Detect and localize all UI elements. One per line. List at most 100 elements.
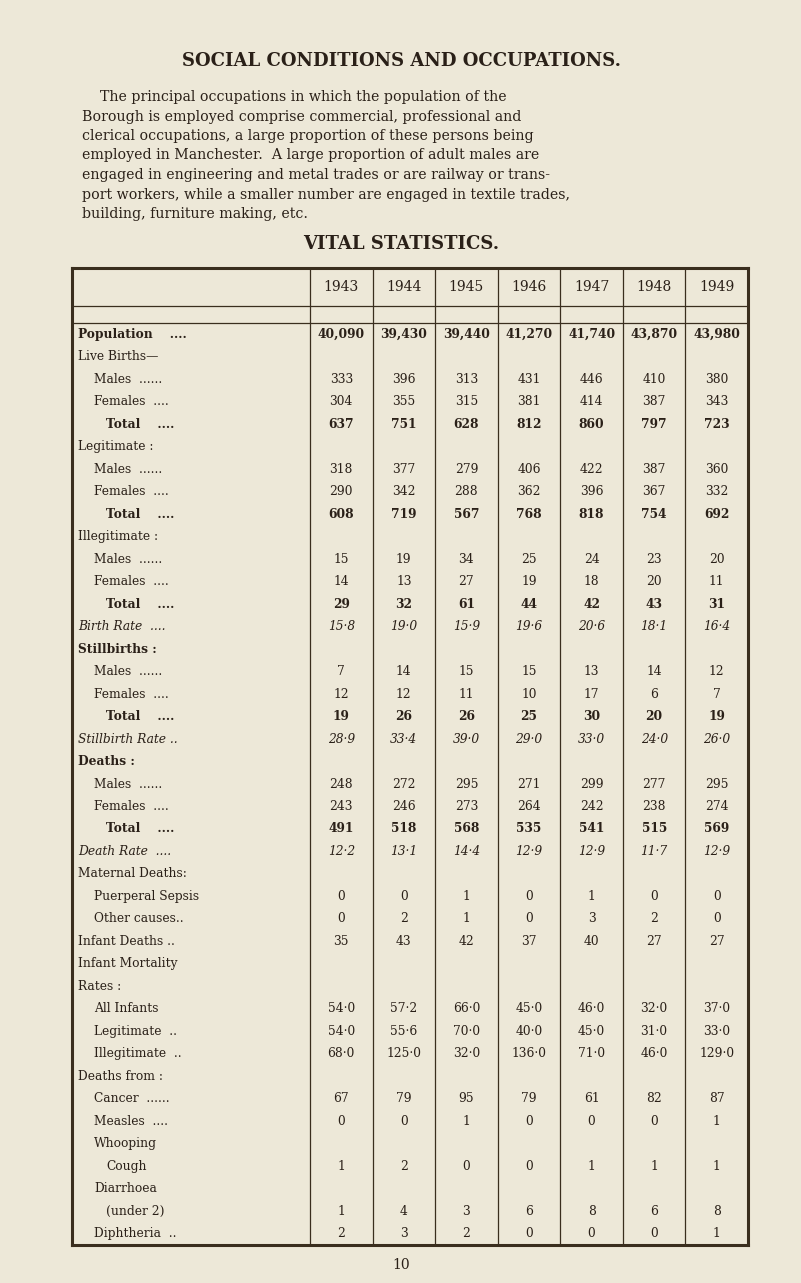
Text: 1948: 1948 [637, 280, 672, 294]
Text: Illegitimate :: Illegitimate : [78, 530, 158, 543]
Text: 16·4: 16·4 [703, 620, 731, 633]
Text: 129·0: 129·0 [699, 1047, 735, 1060]
Text: Rates :: Rates : [78, 980, 121, 993]
Text: 535: 535 [517, 822, 541, 835]
Text: Stillbirths :: Stillbirths : [78, 643, 157, 656]
Text: clerical occupations, a large proportion of these persons being: clerical occupations, a large proportion… [82, 130, 533, 142]
Text: 6: 6 [650, 1205, 658, 1218]
Text: 1: 1 [337, 1160, 345, 1173]
Text: 860: 860 [579, 418, 605, 431]
Text: 719: 719 [391, 508, 417, 521]
Text: 35: 35 [333, 935, 349, 948]
Text: 26·0: 26·0 [703, 733, 731, 745]
Text: The principal occupations in which the population of the: The principal occupations in which the p… [82, 90, 506, 104]
Text: port workers, while a smaller number are engaged in textile trades,: port workers, while a smaller number are… [82, 187, 570, 201]
Text: 387: 387 [642, 463, 666, 476]
Text: 342: 342 [392, 485, 416, 498]
Text: 34: 34 [459, 553, 474, 566]
Text: 12·9: 12·9 [515, 845, 542, 858]
Text: 1: 1 [462, 1115, 470, 1128]
Text: 11·7: 11·7 [641, 845, 668, 858]
Text: Total    ....: Total .... [106, 709, 175, 724]
Text: 243: 243 [329, 801, 353, 813]
Text: 1: 1 [588, 890, 595, 903]
Text: 422: 422 [580, 463, 603, 476]
Text: 31·0: 31·0 [641, 1025, 668, 1038]
Text: 29·0: 29·0 [515, 733, 542, 745]
Text: 42: 42 [458, 935, 474, 948]
Text: 290: 290 [329, 485, 353, 498]
Text: 7: 7 [713, 688, 721, 701]
Text: 68·0: 68·0 [328, 1047, 355, 1060]
Text: 19: 19 [521, 575, 537, 588]
Text: 0: 0 [650, 890, 658, 903]
Text: Total    ....: Total .... [106, 508, 175, 521]
Text: 295: 295 [705, 777, 728, 790]
Text: 272: 272 [392, 777, 416, 790]
Text: 12·9: 12·9 [703, 845, 731, 858]
Text: Infant Mortality: Infant Mortality [78, 957, 178, 970]
Text: Other causes..: Other causes.. [94, 912, 183, 925]
Text: 406: 406 [517, 463, 541, 476]
Text: 19·6: 19·6 [515, 620, 542, 633]
Text: 39,430: 39,430 [380, 327, 427, 341]
Text: 46·0: 46·0 [641, 1047, 668, 1060]
Text: 0: 0 [525, 1228, 533, 1241]
Text: 0: 0 [650, 1228, 658, 1241]
Text: 20·6: 20·6 [578, 620, 605, 633]
Text: 32: 32 [396, 598, 413, 611]
Text: Females  ....: Females .... [94, 395, 169, 408]
Text: 0: 0 [337, 1115, 345, 1128]
Text: 14: 14 [646, 665, 662, 677]
Text: 41,740: 41,740 [568, 327, 615, 341]
Text: SOCIAL CONDITIONS AND OCCUPATIONS.: SOCIAL CONDITIONS AND OCCUPATIONS. [182, 53, 621, 71]
Text: 12: 12 [396, 688, 412, 701]
Text: (under 2): (under 2) [106, 1205, 164, 1218]
Text: 797: 797 [642, 418, 667, 431]
Text: 1947: 1947 [574, 280, 610, 294]
Text: 29: 29 [333, 598, 350, 611]
Text: 568: 568 [453, 822, 479, 835]
Text: 274: 274 [705, 801, 728, 813]
Text: 45·0: 45·0 [515, 1002, 542, 1015]
Text: Diarrhoea: Diarrhoea [94, 1182, 157, 1196]
Text: 1: 1 [588, 1160, 595, 1173]
Text: 45·0: 45·0 [578, 1025, 606, 1038]
Text: 518: 518 [391, 822, 417, 835]
Text: 13: 13 [396, 575, 412, 588]
Text: Males  ......: Males ...... [94, 777, 163, 790]
Text: 39·0: 39·0 [453, 733, 480, 745]
Text: 54·0: 54·0 [328, 1002, 355, 1015]
Text: Males  ......: Males ...... [94, 665, 163, 677]
Text: 362: 362 [517, 485, 541, 498]
Text: 271: 271 [517, 777, 541, 790]
Text: 0: 0 [525, 890, 533, 903]
Text: Males  ......: Males ...... [94, 553, 163, 566]
Text: 0: 0 [588, 1228, 595, 1241]
Text: 82: 82 [646, 1092, 662, 1106]
Text: 381: 381 [517, 395, 541, 408]
Text: 692: 692 [704, 508, 730, 521]
Text: 14: 14 [396, 665, 412, 677]
Text: Legitimate  ..: Legitimate .. [94, 1025, 177, 1038]
Text: 23: 23 [646, 553, 662, 566]
Text: 0: 0 [337, 912, 345, 925]
Text: 288: 288 [455, 485, 478, 498]
Text: 44: 44 [521, 598, 537, 611]
Text: 33·4: 33·4 [390, 733, 417, 745]
Text: 637: 637 [328, 418, 354, 431]
Text: 15: 15 [521, 665, 537, 677]
Text: 19: 19 [396, 553, 412, 566]
Text: engaged in engineering and metal trades or are railway or trans-: engaged in engineering and metal trades … [82, 168, 550, 182]
Text: 0: 0 [462, 1160, 470, 1173]
Text: 541: 541 [579, 822, 604, 835]
Text: Deaths :: Deaths : [78, 754, 135, 769]
Text: 27: 27 [709, 935, 725, 948]
Text: 299: 299 [580, 777, 603, 790]
Text: Puerperal Sepsis: Puerperal Sepsis [94, 890, 199, 903]
Text: 628: 628 [453, 418, 479, 431]
Text: Cough: Cough [106, 1160, 147, 1173]
Text: 2: 2 [400, 912, 408, 925]
Text: 751: 751 [391, 418, 417, 431]
Text: 19: 19 [708, 709, 725, 724]
